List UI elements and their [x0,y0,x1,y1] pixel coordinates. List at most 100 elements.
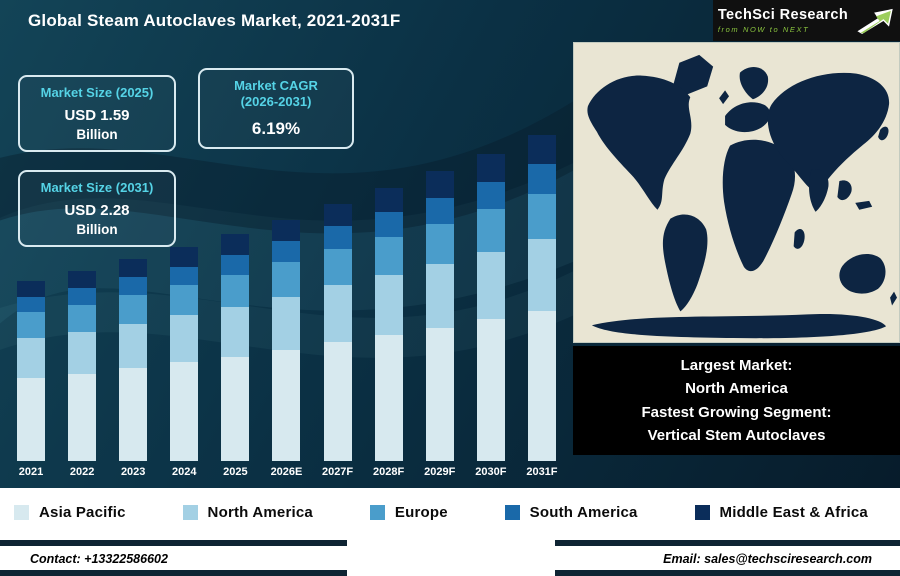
legend-item: Asia Pacific [14,504,126,521]
bar-segment-asia-pacific [119,368,148,461]
bar-column-2027F: 2027F [315,203,361,478]
bar-segment-south-america [323,226,352,250]
bar-column-2023: 2023 [110,259,156,478]
legend-item: North America [182,503,313,521]
bar-segment-asia-pacific [374,335,403,461]
world-map [573,42,900,343]
stat-market-size-2031: Market Size (2031) USD 2.28 Billion [18,170,176,248]
bar-segment-asia-pacific [476,319,505,461]
stat-label: (2026-2031) [240,94,312,110]
stat-label: Market Size (2031) [40,180,154,195]
bar-stack [425,170,454,461]
legend-label: Middle East & Africa [719,503,868,521]
footer-email: Email: sales@techsciresearch.com [663,552,872,566]
bar-column-2029F: 2029F [417,170,463,478]
bar-segment-asia-pacific [272,349,301,461]
header: Global Steam Autoclaves Market, 2021-203… [0,0,900,42]
bar-segment-middle-east-africa [119,259,148,277]
map-panel: Largest Market: North America Fastest Gr… [573,42,900,488]
bar-column-2028F: 2028F [366,187,412,478]
bar-segment-europe [527,193,556,240]
bar-segment-south-america [476,182,505,210]
highlight-box: Largest Market: North America Fastest Gr… [573,346,900,455]
legend-item: Middle East & Africa [694,503,868,521]
bar-segment-middle-east-africa [272,219,301,241]
bar-segment-asia-pacific [221,356,250,461]
legend-swatch [182,504,198,520]
bar-segment-europe [476,209,505,253]
highlight-line: Largest Market: [680,357,793,374]
stat-value: USD 2.28 [64,202,130,220]
legend-label: Asia Pacific [39,503,126,521]
bar-segment-europe [374,236,403,276]
legend-swatch [369,504,385,520]
bar-segment-asia-pacific [425,328,454,461]
footer-accent-bar-top-left [0,540,347,546]
stat-market-size-2025: Market Size (2025) USD 1.59 Billion [18,75,176,153]
footer-accent-bar-top-right [555,540,900,546]
bar-stack [527,134,556,461]
bar-segment-asia-pacific [68,373,97,461]
bar-segment-south-america [170,266,199,286]
stat-value: USD 1.59 [64,107,130,125]
legend-swatch [694,504,710,520]
stat-value: 6.19% [251,118,301,138]
year-label: 2028F [373,466,405,478]
bar-segment-europe [272,262,301,297]
footer-accent-bar-bottom-right [555,570,900,576]
bar-segment-north-america [272,296,301,350]
bar-column-2031F: 2031F [519,134,565,478]
bar-segment-middle-east-africa [68,270,97,288]
legend-label: South America [529,503,638,521]
bar-segment-south-america [68,287,97,306]
bar-column-2030F: 2030F [468,153,514,478]
legend-label: North America [207,503,313,521]
bar-segment-middle-east-africa [425,170,454,198]
page-title: Global Steam Autoclaves Market, 2021-203… [28,11,401,30]
bar-segment-north-america [170,315,199,363]
stat-unit: Billion [76,127,118,143]
bar-stack [374,187,403,461]
bar-chart: 2021 2022 2023 2024 2025 2026E 2027F 2028F 2029F… [8,134,565,478]
bar-segment-europe [323,249,352,286]
bar-stack [170,246,199,461]
bar-segment-europe [425,223,454,264]
world-map-svg [587,54,898,339]
bar-segment-north-america [68,332,97,374]
stat-unit: Billion [76,222,118,238]
year-label: 2026E [270,466,303,478]
bar-column-2024: 2024 [161,246,207,478]
bar-stack [272,219,301,461]
bar-segment-south-america [272,240,301,263]
year-label: 2022 [69,466,95,478]
bar-column-2025: 2025 [212,233,258,478]
bar-segment-middle-east-africa [17,281,45,297]
highlight-line: Vertical Stem Autoclaves [647,426,826,444]
footer: Contact: +13322586602 Email: sales@techs… [0,536,900,576]
brand-name: TechSci Research [717,7,849,23]
bar-segment-north-america [527,239,556,311]
bar-segment-north-america [374,275,403,336]
bar-segment-asia-pacific [170,362,199,461]
legend-label: Europe [394,503,448,521]
footer-contact: Contact: +13322586602 [30,552,168,566]
bar-segment-south-america [425,197,454,224]
bar-segment-south-america [17,296,45,313]
footer-accent-bar-bottom-left [0,570,347,576]
bar-stack [221,233,250,461]
bar-segment-middle-east-africa [374,187,403,213]
year-label: 2030F [475,466,507,478]
bar-segment-asia-pacific [527,310,556,461]
bar-segment-middle-east-africa [323,203,352,227]
legend-item: Europe [369,503,448,521]
bar-segment-middle-east-africa [221,233,250,256]
bar-segment-europe [68,305,97,333]
bar-segment-europe [221,275,250,307]
bar-segment-middle-east-africa [476,153,505,183]
bar-stack [68,270,97,461]
bar-segment-north-america [221,306,250,357]
legend: Asia Pacific North America Europe South Ame… [0,488,900,536]
bar-column-2021: 2021 [8,281,54,478]
stat-market-cagr: Market CAGR (2026-2031) 6.19% [198,68,354,149]
